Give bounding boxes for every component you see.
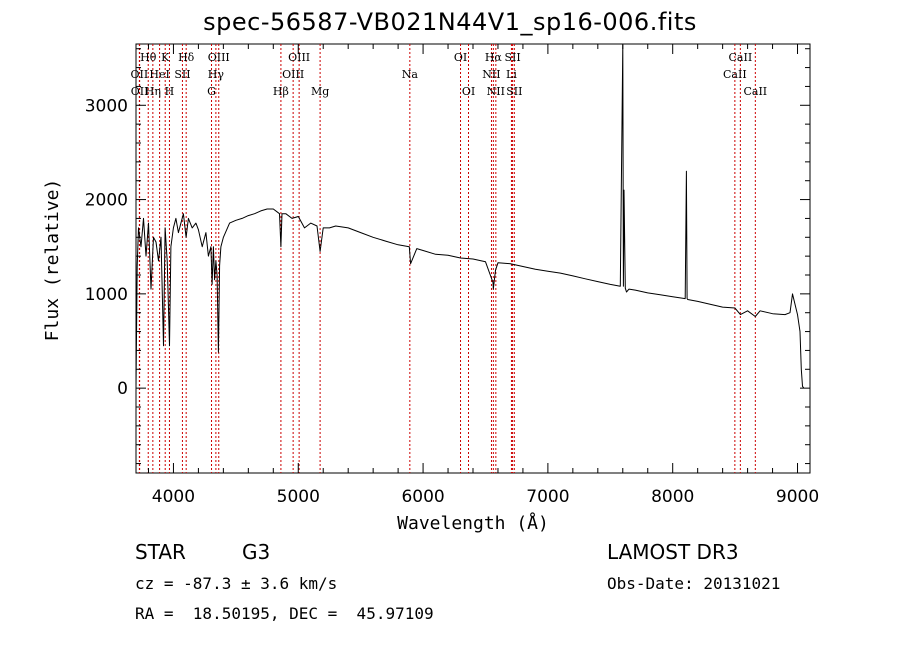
y-tick-label-1: 1000	[85, 285, 128, 305]
chart-title: spec-56587-VB021N44V1_sp16-006.fits	[203, 8, 697, 36]
x-tick-label-3: 7000	[526, 487, 569, 507]
line-label-22: Li	[506, 68, 517, 81]
line-label-15: Mg	[311, 85, 329, 98]
line-label-13: OIII	[282, 68, 304, 81]
x-tick-label-1: 5000	[277, 487, 320, 507]
object-class: STAR	[135, 540, 186, 564]
line-label-25: CaII	[723, 68, 747, 81]
line-label-3: Hη	[145, 85, 161, 98]
line-label-7: SII	[174, 68, 190, 81]
x-tick-label-4: 8000	[651, 487, 694, 507]
line-label-19: NII	[482, 68, 500, 81]
x-axis-label: Wavelength (Å)	[397, 512, 549, 534]
line-label-26: CaII	[729, 51, 753, 64]
line-label-4: HeI	[149, 68, 169, 81]
line-label-1: OII	[131, 85, 149, 98]
line-label-20: Hα	[485, 51, 503, 64]
obs-date-text: Obs-Date: 20131021	[607, 574, 781, 593]
line-label-17: OI	[454, 51, 467, 64]
redshift-text: cz = -87.3 ± 3.6 km/s	[135, 574, 338, 593]
object-subclass: G3	[242, 540, 271, 564]
x-tick-label-2: 6000	[401, 487, 444, 507]
line-label-23: SII	[504, 51, 520, 64]
flux-series-0	[135, 44, 805, 389]
line-label-9: G	[207, 85, 216, 98]
y-axis-label: Flux (relative)	[42, 179, 63, 342]
line-label-10: Hγ	[208, 68, 225, 81]
x-tick-label-0: 4000	[152, 487, 195, 507]
coords-text: RA = 18.50195, DEC = 45.97109	[135, 604, 434, 623]
axis-ticks: 4000 5000 6000 7000 8000 9000 0 1000 2000 3000	[85, 44, 819, 507]
spectral-line-markers	[138, 44, 756, 473]
spectral-line-labels: OII OII Hθ Hη HeI K H SII Hδ G Hγ OIII Hβ OIII OIII Mg N…	[131, 51, 768, 98]
flux-series-group	[135, 44, 805, 389]
y-tick-label-0: 0	[117, 379, 128, 399]
line-label-24: SII	[506, 85, 522, 98]
line-label-14: OIII	[288, 51, 310, 64]
line-label-21: NII	[487, 85, 505, 98]
y-tick-label-2: 2000	[85, 191, 128, 211]
line-label-18: OI	[462, 85, 475, 98]
x-tick-label-5: 9000	[776, 487, 819, 507]
line-label-5: K	[161, 51, 170, 64]
line-label-0: OII	[131, 68, 149, 81]
line-label-27: CaII	[743, 85, 767, 98]
survey-label: LAMOST DR3	[607, 540, 739, 564]
line-label-2: Hθ	[140, 51, 157, 64]
line-label-11: OIII	[208, 51, 230, 64]
line-label-6: H	[165, 85, 175, 98]
line-label-16: Na	[402, 68, 419, 81]
line-label-12: Hβ	[273, 85, 289, 98]
line-label-8: Hδ	[178, 51, 195, 64]
y-tick-label-3: 3000	[85, 96, 128, 116]
